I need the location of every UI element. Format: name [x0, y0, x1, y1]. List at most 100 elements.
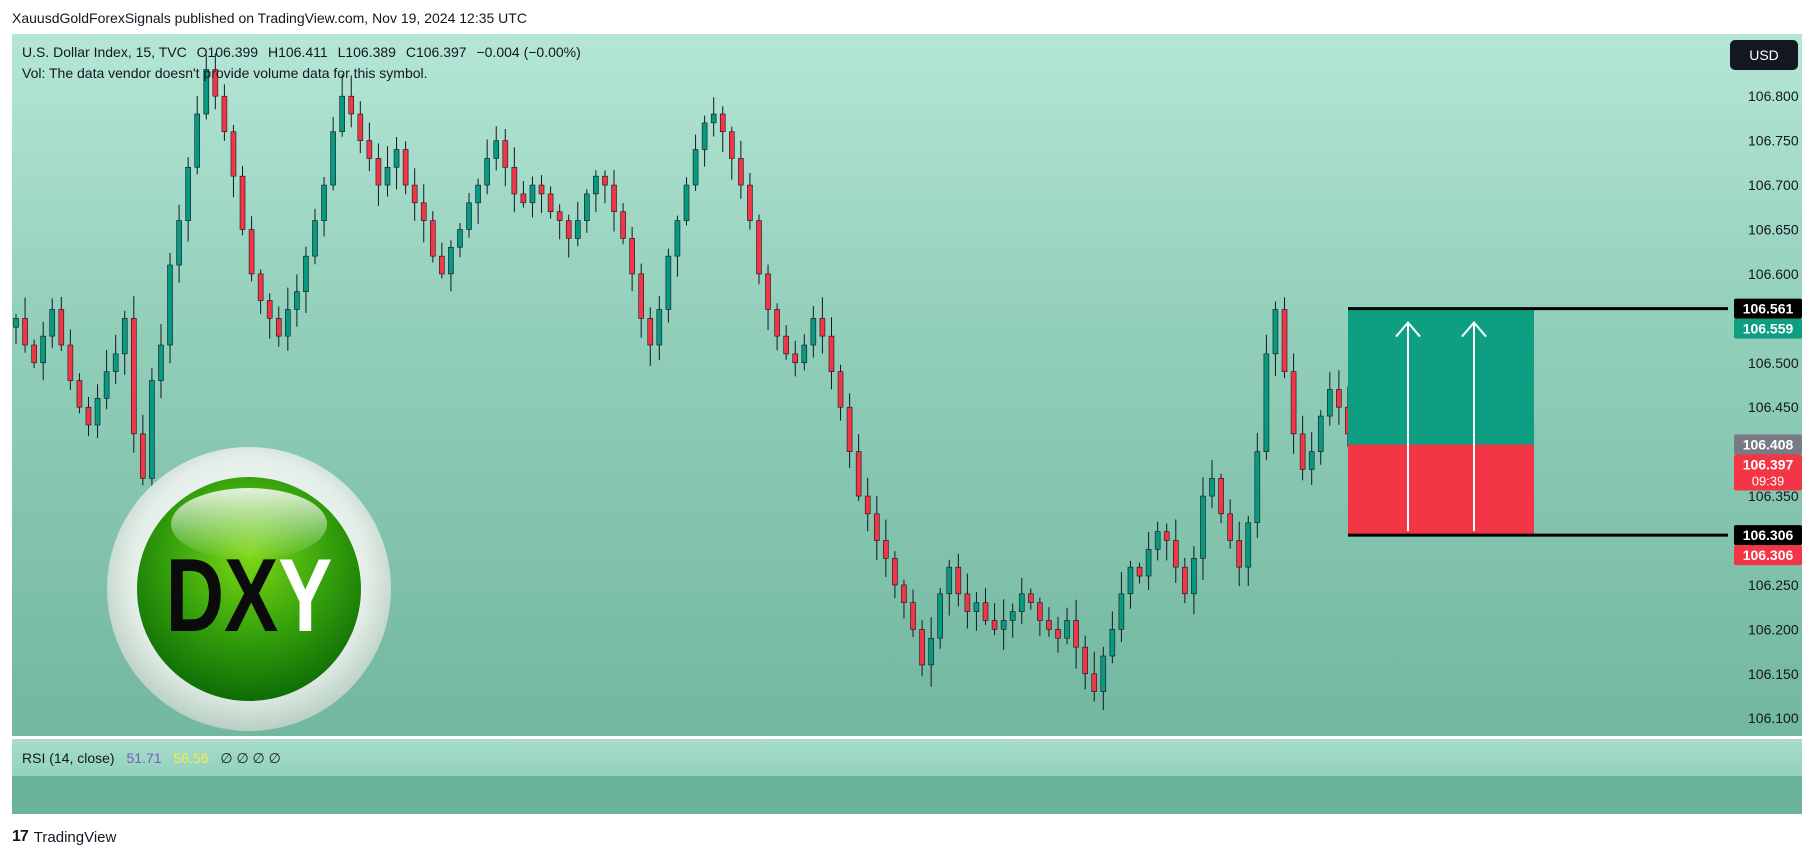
- ohlc-low: L106.389: [337, 44, 396, 60]
- chart-frame[interactable]: DXY 106.800 106.750 106.700 106.650 106.600 1…: [12, 34, 1802, 814]
- footer-brand[interactable]: TradingView: [33, 828, 117, 846]
- candle-body: [303, 255, 309, 292]
- candle-body: [919, 629, 925, 666]
- candle-body: [357, 113, 364, 141]
- candle-body: [846, 406, 853, 452]
- candle-body: [348, 95, 355, 115]
- candle-body: [140, 433, 146, 479]
- candle-body: [810, 318, 817, 346]
- y-tick-label: 106.800: [1748, 88, 1799, 104]
- candle-body: [1109, 629, 1116, 657]
- candle-body: [1073, 620, 1079, 648]
- candle-body: [1254, 451, 1261, 524]
- candle-body: [275, 318, 282, 337]
- y-tick-label: 106.700: [1748, 177, 1799, 193]
- ohlc-close: C106.397: [405, 44, 467, 60]
- candle-body: [239, 175, 246, 230]
- candle-body: [393, 149, 400, 168]
- candle-body: [330, 131, 336, 186]
- candle-body: [158, 344, 164, 381]
- candle-body: [964, 593, 971, 612]
- candle-body: [756, 220, 762, 275]
- candle-body: [1218, 478, 1224, 515]
- candle-body: [1000, 620, 1007, 630]
- candle-body: [312, 220, 318, 257]
- candle-body: [565, 220, 572, 239]
- candle-body: [973, 602, 980, 612]
- time-axis[interactable]: [12, 776, 1802, 814]
- candle-body: [783, 335, 789, 355]
- up-arrow-head-icon: [1461, 321, 1487, 338]
- candle-body: [176, 220, 182, 266]
- candle-body: [1100, 655, 1107, 692]
- candle-body: [701, 122, 708, 150]
- candle-body: [1172, 540, 1179, 568]
- symbol-name[interactable]: U.S. Dollar Index, 15, TVC: [22, 44, 187, 60]
- ohlc-open: O106.399: [196, 44, 259, 60]
- candle-body: [1145, 549, 1152, 577]
- price-tag-label: 106.561: [1743, 301, 1794, 317]
- candle-body: [873, 513, 880, 541]
- candle-body: [167, 264, 173, 346]
- y-tick-label: 106.350: [1748, 488, 1799, 504]
- candle-body: [937, 593, 944, 639]
- price-tag: [1734, 454, 1802, 491]
- candle-body: [520, 193, 527, 204]
- currency-button[interactable]: USD: [1730, 40, 1798, 70]
- candle-body: [955, 566, 962, 595]
- candle-body: [112, 353, 119, 372]
- rsi-pane[interactable]: RSI (14, close) 51.71 58.56 ∅ ∅ ∅ ∅: [12, 738, 1802, 777]
- candle-body: [801, 344, 808, 364]
- candle-body: [285, 309, 291, 337]
- candle-body: [910, 602, 916, 630]
- candle-body: [1308, 451, 1315, 470]
- rsi-label[interactable]: RSI (14, close): [22, 750, 115, 766]
- candle-body: [375, 158, 382, 186]
- publish-caption: XauusdGoldForexSignals published on Trad…: [12, 10, 527, 26]
- candle-body: [584, 193, 590, 221]
- candle-body: [185, 166, 191, 221]
- candle-body: [556, 211, 563, 221]
- candle-body: [502, 140, 509, 168]
- price-tag: [1734, 298, 1802, 319]
- candle-body: [466, 202, 472, 230]
- volume-note: Vol: The data vendor doesn't provide vol…: [22, 65, 428, 81]
- ohlc-change: −0.004 (−0.00%): [476, 44, 581, 60]
- candle-body: [1227, 513, 1233, 541]
- dxy-logo: DXY: [107, 447, 391, 731]
- candle-body: [1018, 593, 1025, 612]
- candle-body: [593, 175, 599, 195]
- price-tag-label: 106.397: [1743, 457, 1794, 473]
- candle-body: [439, 255, 445, 275]
- price-chart[interactable]: DXY 106.800 106.750 106.700 106.650 106.600 1…: [12, 34, 1802, 814]
- candle-body: [67, 344, 74, 381]
- candle-body: [22, 318, 28, 346]
- candle-body: [1281, 309, 1288, 372]
- candle-body: [982, 602, 989, 621]
- candle-body: [1299, 433, 1306, 470]
- candle-body: [1163, 531, 1170, 541]
- candle-body: [1136, 566, 1143, 577]
- candle-body: [901, 584, 907, 604]
- svg-text:DXY: DXY: [166, 537, 333, 653]
- candle-body: [765, 273, 771, 310]
- candle-body: [493, 140, 500, 159]
- candle-body: [85, 406, 92, 426]
- price-tag-label: 106.306: [1743, 527, 1794, 543]
- candle-body: [1009, 611, 1016, 621]
- candle-body: [1209, 478, 1215, 497]
- candle-body: [883, 540, 889, 559]
- rsi-legend: RSI (14, close) 51.71 58.56 ∅ ∅ ∅ ∅: [22, 750, 289, 767]
- candle-body: [538, 184, 545, 195]
- candle-body: [1263, 353, 1270, 452]
- up-arrow-head-icon: [1395, 321, 1421, 338]
- ohlc-high: H106.411: [267, 44, 328, 60]
- candle-body: [1118, 593, 1125, 630]
- candle-body: [837, 371, 844, 408]
- rsi-value-1: 51.71: [126, 750, 162, 766]
- candle-body: [864, 495, 871, 515]
- candle-body: [194, 113, 201, 168]
- candle-body: [665, 255, 672, 310]
- candle-body: [76, 380, 83, 408]
- candle-body: [1327, 389, 1333, 417]
